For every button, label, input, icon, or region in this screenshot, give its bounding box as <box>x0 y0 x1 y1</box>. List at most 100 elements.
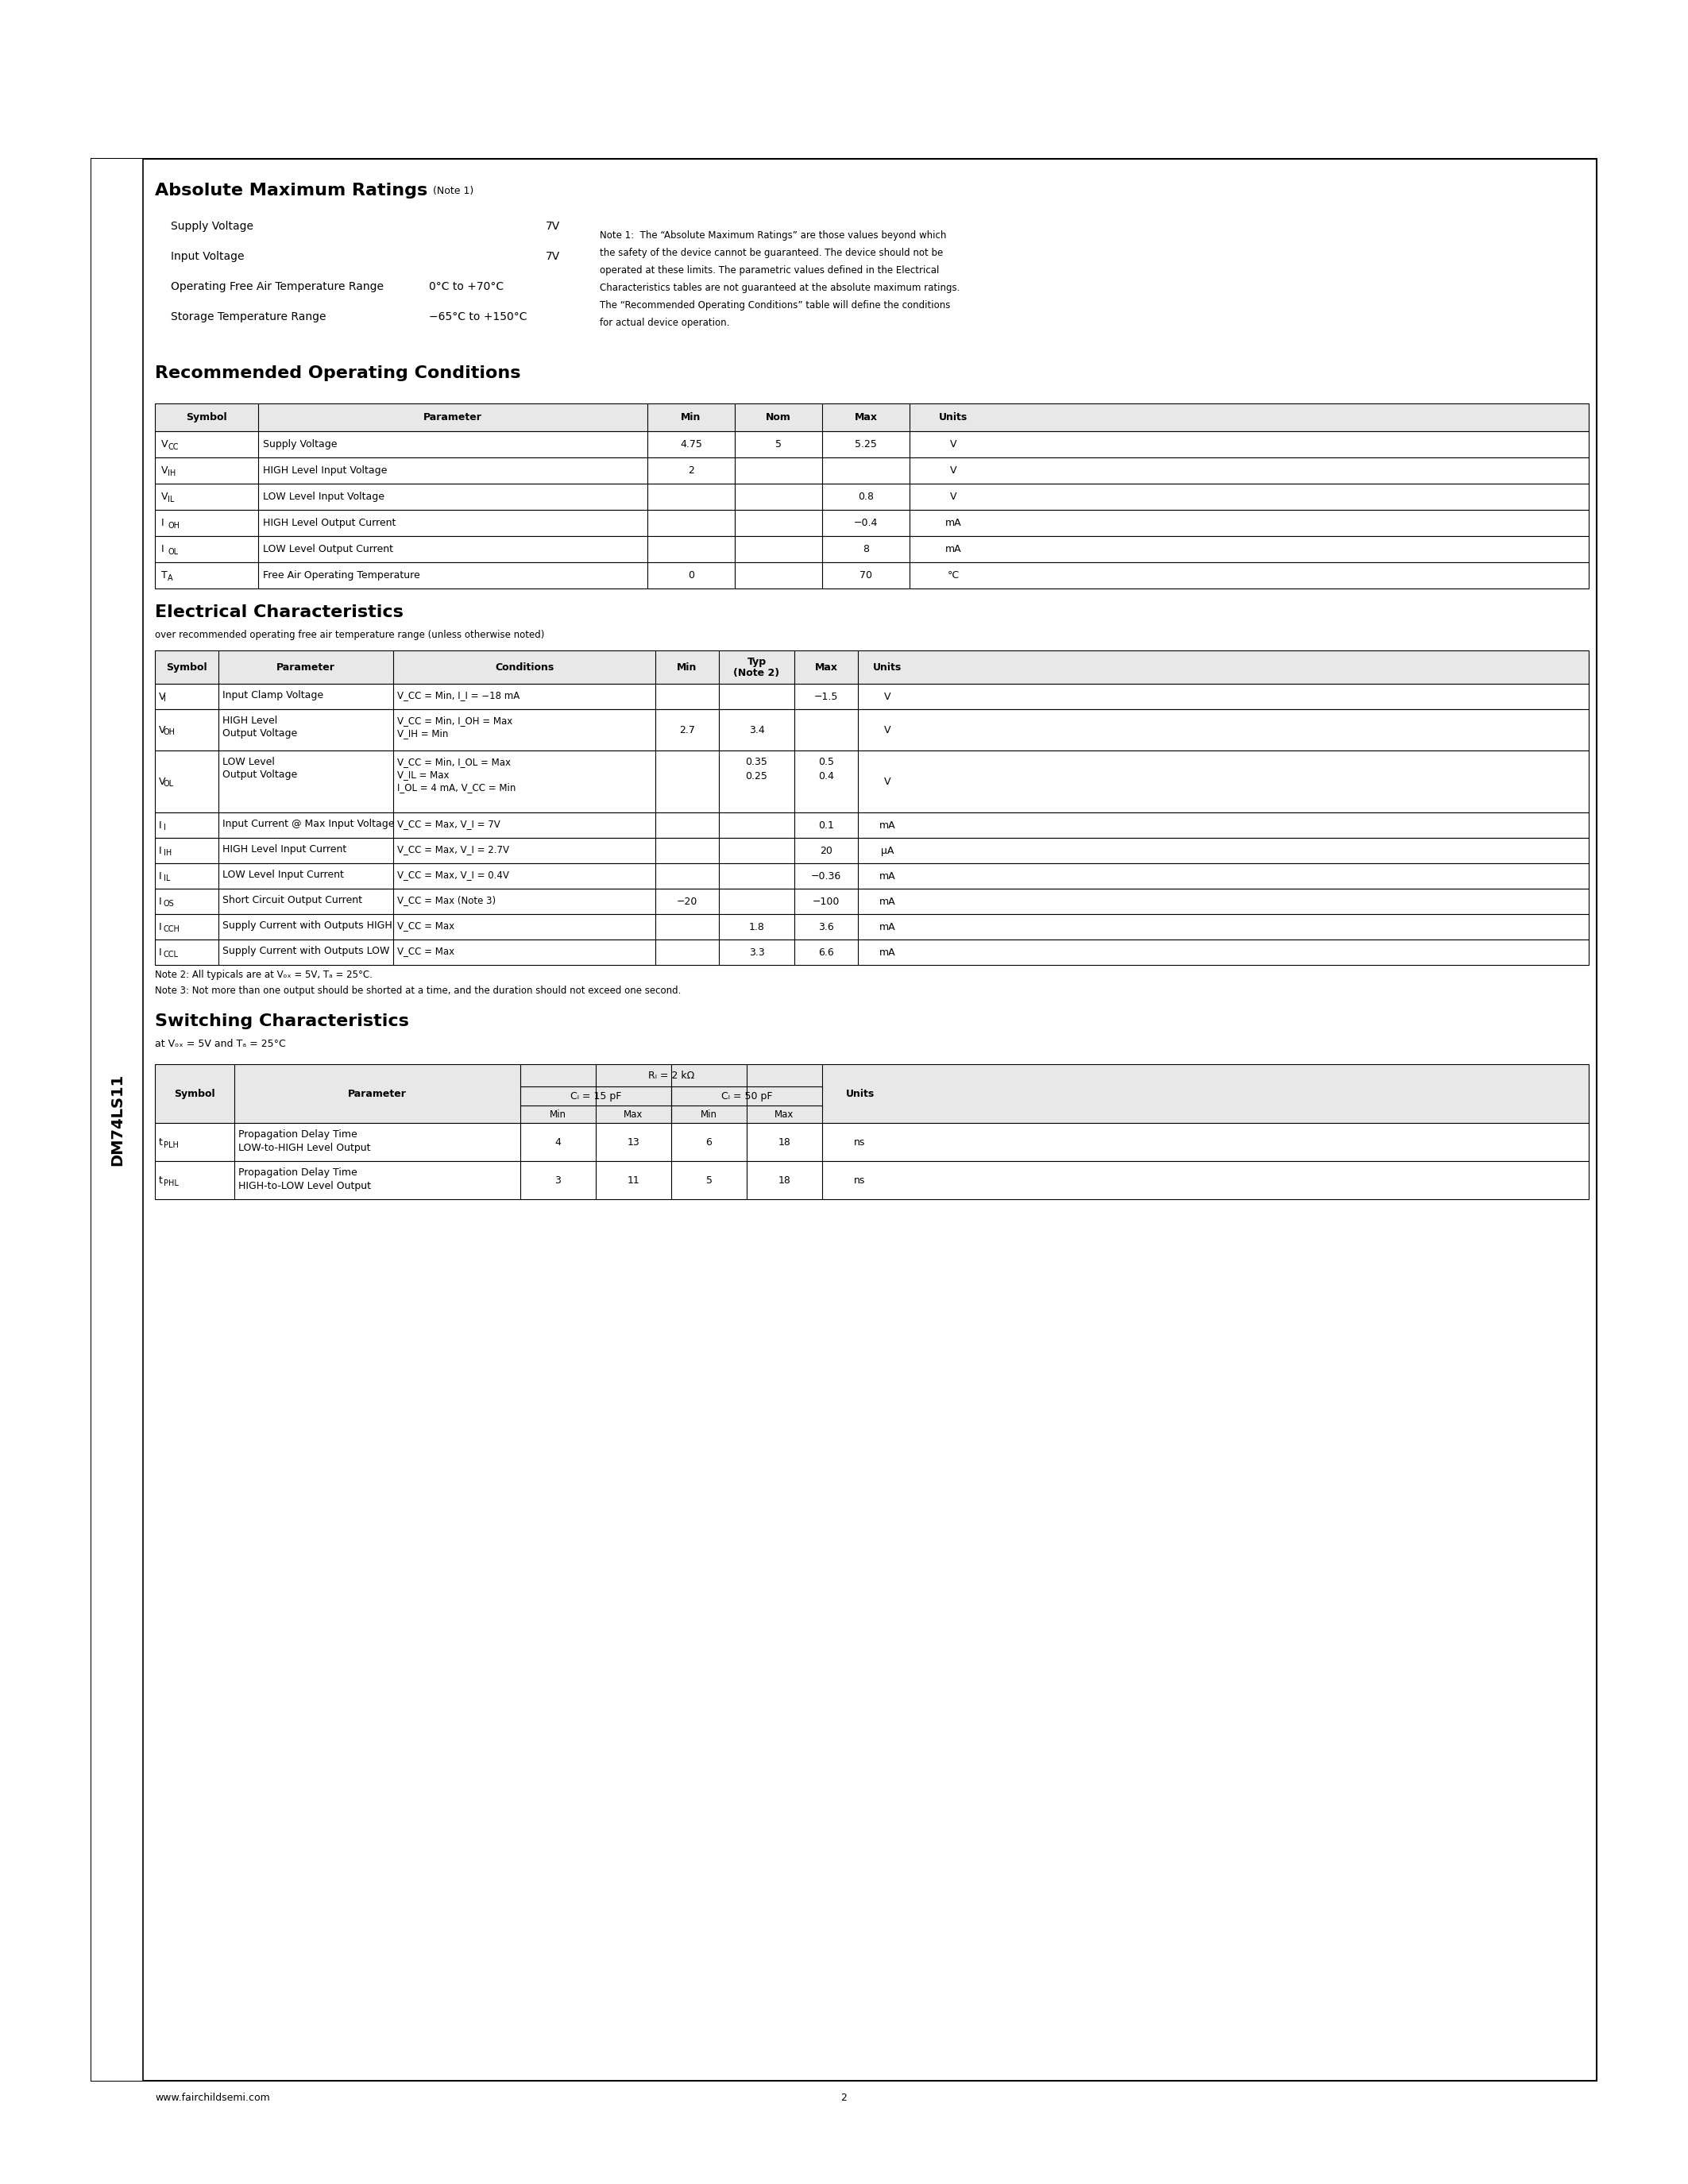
Text: mA: mA <box>945 544 962 555</box>
Text: I: I <box>159 845 162 856</box>
Text: −65°C to +150°C: −65°C to +150°C <box>429 312 527 323</box>
Text: Max: Max <box>815 662 837 673</box>
Text: over recommended operating free air temperature range (unless otherwise noted): over recommended operating free air temp… <box>155 629 545 640</box>
Text: Short Circuit Output Current: Short Circuit Output Current <box>223 895 363 906</box>
Text: for actual device operation.: for actual device operation. <box>599 317 729 328</box>
Text: Supply Current with Outputs HIGH: Supply Current with Outputs HIGH <box>223 919 392 930</box>
Text: PLH: PLH <box>164 1142 179 1149</box>
Text: Symbol: Symbol <box>186 413 226 422</box>
Text: V_CC = Max: V_CC = Max <box>397 946 454 957</box>
Text: Note 1:  The “Absolute Maximum Ratings” are those values beyond which: Note 1: The “Absolute Maximum Ratings” a… <box>599 229 947 240</box>
Bar <box>155 684 1588 710</box>
Text: 4: 4 <box>555 1138 560 1147</box>
Text: 1.8: 1.8 <box>749 922 765 933</box>
Text: the safety of the device cannot be guaranteed. The device should not be: the safety of the device cannot be guara… <box>599 247 944 258</box>
Text: Supply Voltage: Supply Voltage <box>170 221 253 232</box>
Text: operated at these limits. The parametric values defined in the Electrical: operated at these limits. The parametric… <box>599 264 939 275</box>
Text: 3.4: 3.4 <box>749 725 765 736</box>
Text: 8: 8 <box>863 544 869 555</box>
Text: ns: ns <box>854 1175 866 1186</box>
Text: 3.3: 3.3 <box>749 948 765 957</box>
Text: Note 2: All typicals are at Vₒₓ = 5V, Tₐ = 25°C.: Note 2: All typicals are at Vₒₓ = 5V, Tₐ… <box>155 970 373 981</box>
Text: CC: CC <box>167 443 179 450</box>
Text: −0.4: −0.4 <box>854 518 878 529</box>
Text: 6: 6 <box>706 1138 712 1147</box>
Bar <box>155 889 1588 915</box>
Text: mA: mA <box>879 871 896 880</box>
Text: LOW Level Input Current: LOW Level Input Current <box>223 869 344 880</box>
Text: 0.4: 0.4 <box>819 771 834 782</box>
Text: I: I <box>164 695 165 703</box>
Text: T: T <box>162 570 167 581</box>
Text: Supply Current with Outputs LOW: Supply Current with Outputs LOW <box>223 946 390 957</box>
Text: V: V <box>162 465 169 476</box>
Text: Output Voltage: Output Voltage <box>223 769 297 780</box>
Text: V_CC = Max, V_I = 0.4V: V_CC = Max, V_I = 0.4V <box>397 869 510 880</box>
Text: IL: IL <box>167 496 174 502</box>
Text: V_CC = Max, V_I = 7V: V_CC = Max, V_I = 7V <box>397 819 500 830</box>
Text: I: I <box>162 518 164 529</box>
Text: IH: IH <box>164 850 172 856</box>
Text: Units: Units <box>846 1088 874 1099</box>
Text: Characteristics tables are not guaranteed at the absolute maximum ratings.: Characteristics tables are not guarantee… <box>599 282 960 293</box>
Text: 4.75: 4.75 <box>680 439 702 450</box>
Text: V_CC = Min, I_I = −18 mA: V_CC = Min, I_I = −18 mA <box>397 690 520 701</box>
Text: Input Current @ Max Input Voltage: Input Current @ Max Input Voltage <box>223 819 395 830</box>
Text: mA: mA <box>879 819 896 830</box>
Text: V: V <box>885 725 891 736</box>
Text: Max: Max <box>775 1109 793 1120</box>
Text: 70: 70 <box>859 570 873 581</box>
Text: HIGH Level Input Current: HIGH Level Input Current <box>223 845 346 854</box>
Text: 3: 3 <box>555 1175 560 1186</box>
Text: 0°C to +70°C: 0°C to +70°C <box>429 282 503 293</box>
Text: 13: 13 <box>628 1138 640 1147</box>
Text: ns: ns <box>854 1138 866 1147</box>
Text: LOW Level Input Voltage: LOW Level Input Voltage <box>263 491 385 502</box>
Text: Symbol: Symbol <box>174 1088 214 1099</box>
Bar <box>155 915 1588 939</box>
Text: V: V <box>885 775 891 786</box>
Text: V: V <box>159 692 165 701</box>
Text: mA: mA <box>879 895 896 906</box>
Text: 2: 2 <box>841 2092 847 2103</box>
Text: 5: 5 <box>775 439 782 450</box>
Text: t: t <box>159 1138 162 1147</box>
Text: LOW-to-HIGH Level Output: LOW-to-HIGH Level Output <box>238 1142 371 1153</box>
Text: 7V: 7V <box>545 251 560 262</box>
Text: Min: Min <box>550 1109 567 1120</box>
Text: LOW Level: LOW Level <box>223 758 275 767</box>
Text: Input Clamp Voltage: Input Clamp Voltage <box>223 690 324 701</box>
Bar <box>155 404 1588 430</box>
Text: www.fairchildsemi.com: www.fairchildsemi.com <box>155 2092 270 2103</box>
Text: V_CC = Max, V_I = 2.7V: V_CC = Max, V_I = 2.7V <box>397 845 510 854</box>
Text: V: V <box>159 775 165 786</box>
Bar <box>155 456 1588 483</box>
Text: 2: 2 <box>689 465 694 476</box>
Bar <box>155 839 1588 863</box>
Text: I_OL = 4 mA, V_CC = Min: I_OL = 4 mA, V_CC = Min <box>397 782 517 793</box>
Bar <box>155 710 1588 751</box>
Text: 20: 20 <box>820 845 832 856</box>
Bar <box>155 939 1588 965</box>
Text: Storage Temperature Range: Storage Temperature Range <box>170 312 326 323</box>
Text: Max: Max <box>854 413 878 422</box>
Text: Conditions: Conditions <box>495 662 554 673</box>
Text: Electrical Characteristics: Electrical Characteristics <box>155 605 403 620</box>
Text: DM74LS11: DM74LS11 <box>110 1075 125 1166</box>
Text: V: V <box>950 491 957 502</box>
Text: V_CC = Max: V_CC = Max <box>397 919 454 930</box>
Text: The “Recommended Operating Conditions” table will define the conditions: The “Recommended Operating Conditions” t… <box>599 299 950 310</box>
Bar <box>155 561 1588 587</box>
Text: IL: IL <box>164 874 170 882</box>
Text: OH: OH <box>164 727 176 736</box>
Text: mA: mA <box>879 922 896 933</box>
Bar <box>155 1064 1588 1123</box>
Bar <box>155 651 1588 684</box>
Text: OL: OL <box>164 780 174 788</box>
Text: 0.25: 0.25 <box>746 771 768 782</box>
Bar <box>91 159 1597 2081</box>
Bar <box>155 1123 1588 1162</box>
Bar <box>155 1162 1588 1199</box>
Text: V: V <box>950 439 957 450</box>
Text: Parameter: Parameter <box>348 1088 407 1099</box>
